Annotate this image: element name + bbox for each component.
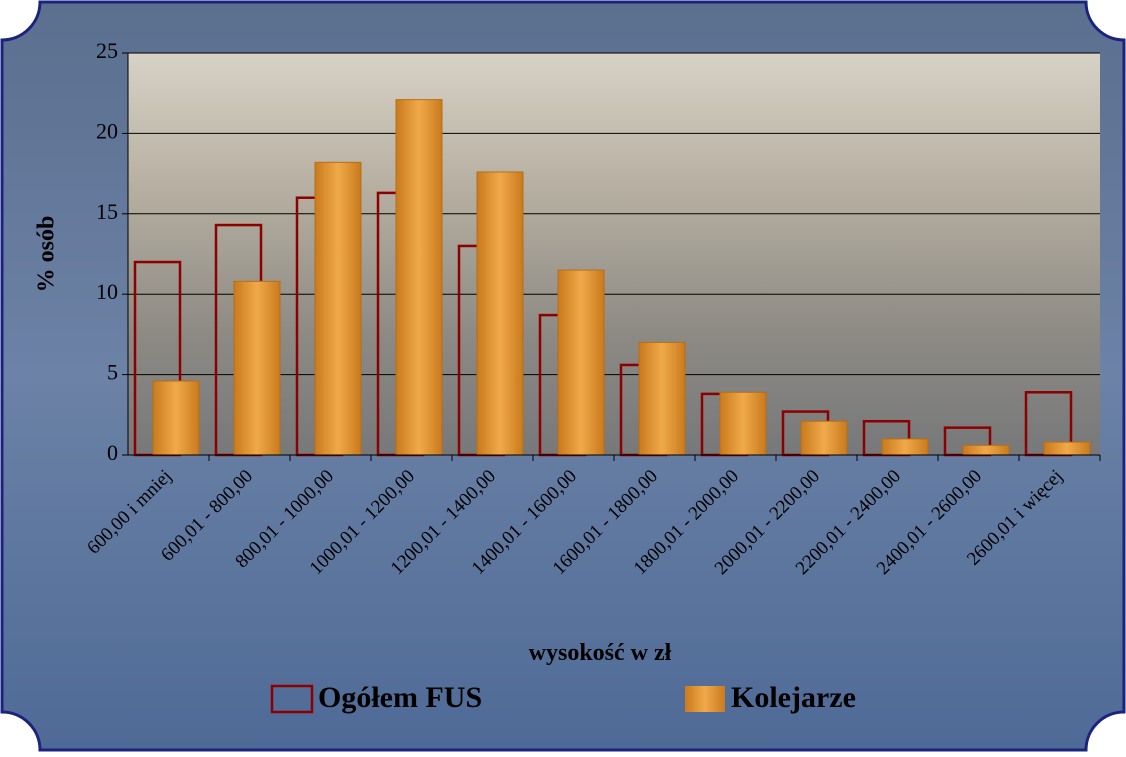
- bar: [638, 341, 686, 456]
- bar: [476, 171, 524, 456]
- plot-area: [128, 53, 1100, 455]
- bar: [233, 280, 281, 456]
- bar: [800, 420, 848, 456]
- bar: [881, 438, 929, 456]
- legend-swatch: [685, 686, 725, 712]
- legend-swatch: [270, 684, 314, 714]
- bar: [962, 444, 1010, 456]
- y-tick-label: 0: [107, 440, 118, 465]
- legend-label: Ogółem FUS: [318, 681, 482, 714]
- bar: [314, 161, 362, 456]
- bar: [719, 391, 767, 456]
- legend-label: Kolejarze: [731, 681, 856, 714]
- bar: [557, 269, 605, 456]
- y-tick-label: 15: [96, 199, 118, 224]
- bar: [395, 99, 443, 456]
- y-tick-label: 25: [96, 38, 118, 63]
- y-tick-label: 20: [96, 118, 118, 143]
- x-axis-label: wysokość w zł: [529, 640, 672, 666]
- y-axis-label: % osób: [34, 216, 60, 293]
- bar: [152, 380, 200, 456]
- y-tick-label: 5: [107, 360, 118, 385]
- y-tick-label: 10: [96, 279, 118, 304]
- bar: [1043, 441, 1091, 456]
